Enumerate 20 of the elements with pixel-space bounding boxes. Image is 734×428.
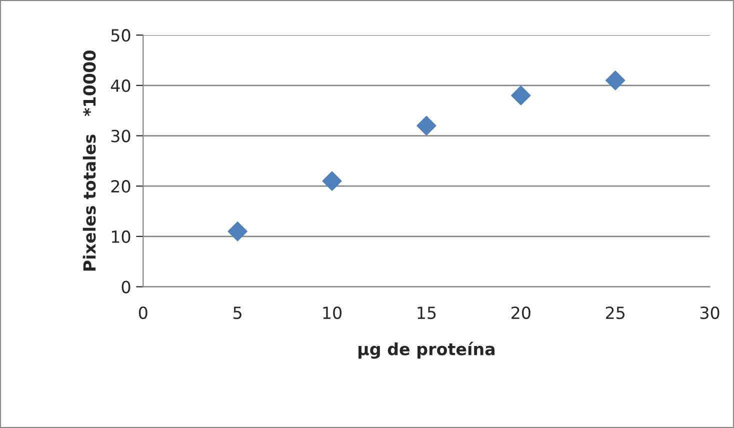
x-tick-label: 25 [606, 306, 624, 320]
x-axis-title: µg de proteína [358, 342, 495, 359]
y-tick-label: 10 [112, 230, 130, 243]
y-tick-label: 20 [111, 180, 130, 193]
y-axis-title: Pixeles totales *10000 [82, 50, 96, 271]
y-tick-label: 40 [110, 79, 130, 92]
y-tick-label: 30 [111, 130, 130, 142]
y-tick-label: 0 [122, 280, 130, 294]
x-tick-label: 15 [418, 306, 436, 320]
point [228, 222, 248, 242]
x-tick-label: 5 [234, 306, 242, 320]
x-tick-label: 30 [700, 306, 720, 320]
x-tick-label: 0 [138, 306, 148, 320]
point [322, 171, 342, 191]
x-tick-label: 10 [323, 306, 342, 320]
point [605, 70, 626, 90]
y-tick-label: 50 [111, 29, 130, 42]
point [416, 116, 436, 136]
point [511, 86, 531, 106]
x-tick-label: 20 [512, 306, 530, 320]
